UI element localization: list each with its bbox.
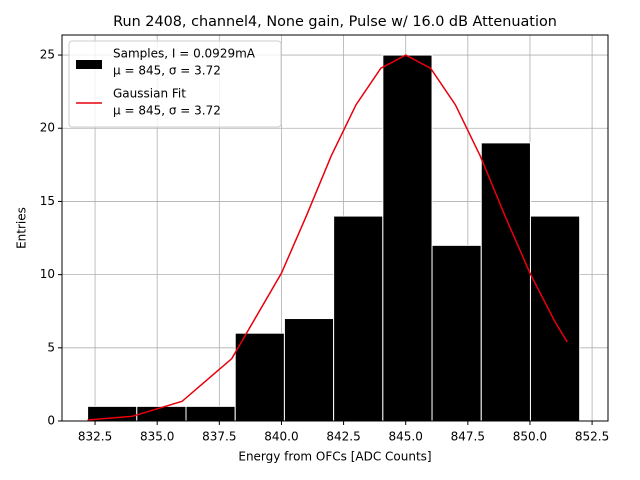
chart-title: Run 2408, channel4, None gain, Pulse w/ … — [113, 14, 557, 30]
y-tick-label: 20 — [40, 121, 55, 135]
legend-stats: μ = 845, σ = 3.72 — [113, 64, 221, 78]
x-tick-label: 847.5 — [451, 430, 485, 444]
y-axis-label: Entries — [15, 207, 29, 249]
bar — [480, 142, 531, 422]
bar — [283, 318, 335, 422]
bar — [529, 215, 581, 422]
axes-frame — [61, 34, 609, 422]
fit-line — [87, 54, 568, 421]
bar — [136, 405, 187, 422]
x-tick-label: 850.0 — [513, 430, 547, 444]
legend-swatch — [76, 60, 102, 69]
x-tick-label: 840.0 — [264, 430, 298, 444]
x-tick-label: 832.5 — [78, 430, 112, 444]
bar — [185, 405, 236, 422]
y-tick-label: 15 — [40, 194, 55, 208]
x-axis-label: Energy from OFCs [ADC Counts] — [238, 450, 431, 464]
y-tick-label: 25 — [40, 48, 55, 62]
legend-stats: μ = 845, σ = 3.72 — [113, 104, 221, 118]
x-tick-label: 837.5 — [202, 430, 236, 444]
x-tick-label: 845.0 — [389, 430, 423, 444]
x-tick-label: 852.5 — [575, 430, 609, 444]
legend-label: Gaussian Fit — [113, 87, 186, 101]
bar — [431, 244, 482, 422]
legend: Samples, I = 0.0929mA μ = 845, σ = 3.72 Ga… — [68, 40, 282, 128]
y-tick-label: 0 — [47, 414, 55, 428]
bar — [382, 54, 433, 422]
x-tick-label: 835.0 — [140, 430, 174, 444]
x-tick-label: 842.5 — [326, 430, 360, 444]
legend-box — [68, 40, 282, 128]
legend-label: Samples, I = 0.0929mA — [113, 47, 256, 61]
y-tick-label: 10 — [40, 267, 55, 281]
y-tick-label: 5 — [47, 340, 55, 354]
bar — [333, 215, 384, 422]
bar — [234, 332, 285, 422]
